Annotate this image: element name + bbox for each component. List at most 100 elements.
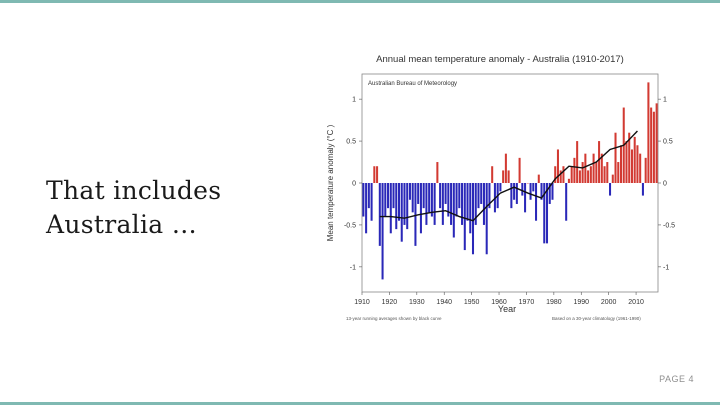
x-tick-label-1970: 1970 bbox=[519, 299, 535, 306]
bar-1957 bbox=[491, 166, 494, 183]
bar-1963 bbox=[507, 170, 510, 183]
y-tick-label-left: 1 bbox=[352, 97, 356, 104]
bar-2017 bbox=[655, 103, 658, 183]
bar-2013 bbox=[644, 157, 647, 183]
bar-1997 bbox=[600, 153, 603, 183]
bar-2002 bbox=[614, 132, 617, 183]
bar-1933 bbox=[425, 183, 428, 225]
plot-frame bbox=[361, 73, 659, 293]
x-tick-label-1920: 1920 bbox=[382, 299, 398, 306]
bar-1919 bbox=[387, 183, 390, 209]
x-tick-label-1950: 1950 bbox=[464, 299, 480, 306]
slide-title: That includes Australia … bbox=[46, 174, 306, 242]
y-tick-label-left: -0.5 bbox=[344, 222, 356, 229]
x-tick-label-1910: 1910 bbox=[354, 299, 370, 306]
bar-1910 bbox=[362, 183, 365, 217]
bar-1921 bbox=[392, 183, 395, 209]
bar-1993 bbox=[589, 166, 592, 183]
bar-1956 bbox=[488, 183, 491, 209]
bar-1994 bbox=[592, 153, 595, 183]
y-tick-label-right: 0.5 bbox=[663, 139, 673, 146]
running-mean-curve bbox=[379, 130, 638, 222]
bar-1925 bbox=[403, 183, 406, 225]
bar-1945 bbox=[458, 183, 461, 209]
bar-1932 bbox=[422, 183, 425, 209]
bar-1992 bbox=[587, 170, 590, 183]
bottom-accent-bar bbox=[0, 402, 720, 405]
bar-1962 bbox=[504, 153, 507, 183]
bar-1960 bbox=[499, 183, 502, 192]
bar-1954 bbox=[482, 183, 485, 225]
x-tick-label-2000: 2000 bbox=[601, 299, 617, 306]
bar-1975 bbox=[540, 183, 543, 200]
bar-1968 bbox=[521, 183, 524, 196]
bar-2015 bbox=[650, 107, 653, 183]
bar-1926 bbox=[406, 183, 409, 230]
x-tick-label-1930: 1930 bbox=[409, 299, 425, 306]
bar-2012 bbox=[641, 183, 644, 196]
bar-1980 bbox=[554, 166, 557, 183]
y-tick-label-right: 0 bbox=[663, 181, 667, 188]
bar-1927 bbox=[408, 183, 411, 200]
bar-1999 bbox=[606, 162, 609, 183]
bar-1981 bbox=[556, 149, 559, 183]
y-tick-label-right: -1 bbox=[663, 264, 669, 271]
bar-1948 bbox=[466, 183, 469, 221]
bar-1939 bbox=[441, 183, 444, 225]
bar-1915 bbox=[376, 166, 379, 183]
bar-1974 bbox=[537, 174, 540, 183]
bar-1924 bbox=[400, 183, 403, 242]
bar-1978 bbox=[548, 183, 551, 204]
bar-1935 bbox=[430, 183, 433, 217]
x-tick-label-1980: 1980 bbox=[546, 299, 562, 306]
bar-1929 bbox=[414, 183, 417, 246]
bar-1979 bbox=[551, 183, 554, 200]
page-number: PAGE 4 bbox=[659, 374, 694, 384]
bar-2000 bbox=[609, 183, 612, 196]
running-mean-line bbox=[379, 130, 638, 222]
chart-axes: 1910 1920 1930 1940 1950 1960 1970 1980 1990 2000… bbox=[344, 97, 675, 306]
bar-1998 bbox=[603, 166, 606, 183]
chart-title: Annual mean temperature anomaly - Austra… bbox=[376, 54, 624, 65]
bar-1977 bbox=[545, 183, 549, 244]
x-tick-label-1960: 1960 bbox=[491, 299, 507, 306]
bar-1944 bbox=[455, 183, 458, 217]
bar-1971 bbox=[529, 183, 532, 200]
bar-series bbox=[362, 82, 658, 280]
bar-1973 bbox=[535, 183, 538, 221]
bar-2003 bbox=[617, 162, 620, 183]
temperature-anomaly-chart: Annual mean temperature anomaly - Austra… bbox=[320, 48, 678, 328]
bar-1943 bbox=[452, 183, 455, 238]
bar-1912 bbox=[367, 183, 370, 209]
bar-2004 bbox=[619, 145, 623, 183]
x-tick-label-2010: 2010 bbox=[628, 299, 644, 306]
y-tick-label-left: -1 bbox=[350, 264, 356, 271]
bar-1928 bbox=[411, 183, 414, 213]
y-tick-label-left: 0 bbox=[352, 181, 356, 188]
bar-1983 bbox=[562, 166, 565, 183]
bar-1969 bbox=[524, 183, 527, 213]
bar-1961 bbox=[502, 170, 505, 183]
bar-1951 bbox=[474, 183, 477, 225]
bar-1923 bbox=[397, 183, 401, 221]
bar-1991 bbox=[584, 153, 587, 183]
x-tick-label-1990: 1990 bbox=[573, 299, 589, 306]
bar-1964 bbox=[510, 183, 513, 209]
bar-1967 bbox=[518, 157, 521, 183]
bar-2001 bbox=[611, 174, 614, 183]
bar-1966 bbox=[515, 183, 518, 204]
bar-1931 bbox=[419, 183, 422, 234]
chart-source-label: Australian Bureau of Meteorology bbox=[368, 81, 457, 87]
bar-1920 bbox=[389, 183, 392, 234]
bar-1952 bbox=[477, 183, 480, 209]
bar-1950 bbox=[471, 183, 475, 255]
bar-1949 bbox=[469, 183, 472, 234]
bar-1990 bbox=[581, 162, 584, 183]
bar-2007 bbox=[628, 132, 631, 183]
bar-2009 bbox=[633, 136, 636, 183]
chart-svg: Annual mean temperature anomaly - Austra… bbox=[326, 54, 675, 321]
y-tick-label-right: -0.5 bbox=[663, 222, 675, 229]
y-axis-label: Mean temperature anomaly (°C ) bbox=[326, 124, 335, 241]
slide-title-line-1: That includes bbox=[46, 176, 222, 205]
bar-1987 bbox=[573, 157, 576, 183]
